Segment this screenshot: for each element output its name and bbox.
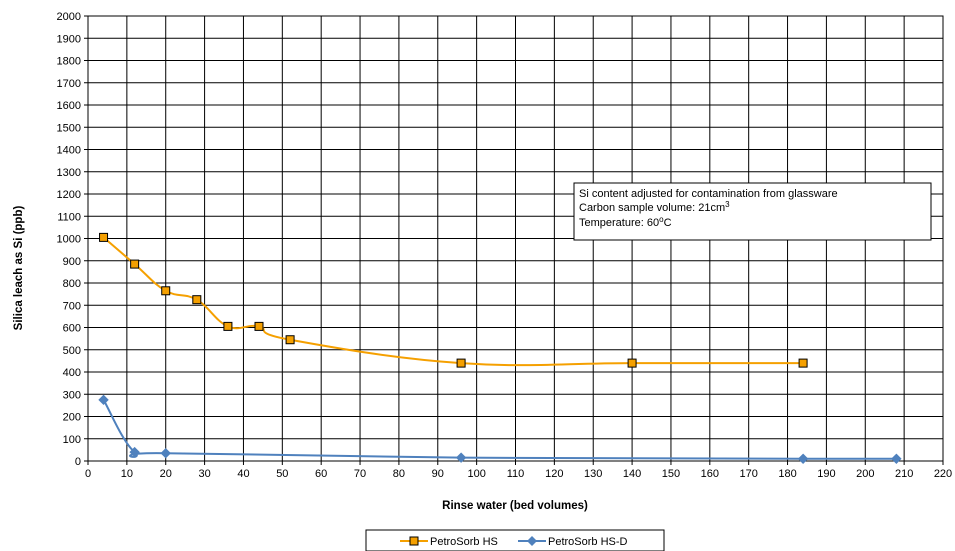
legend-label-petrosorb-hs-d: PetroSorb HS-D <box>548 536 628 548</box>
y-tick-label-200: 200 <box>63 412 81 424</box>
x-tick-label-60: 60 <box>315 468 327 480</box>
y-tick-label-0: 0 <box>75 456 81 468</box>
x-tick-label-210: 210 <box>895 468 913 480</box>
x-tick-label-120: 120 <box>545 468 563 480</box>
y-tick-label-1000: 1000 <box>57 234 81 246</box>
annotation-box: Si content adjusted for contamination fr… <box>573 182 932 241</box>
legend-marker-petrosorb-hs-d <box>527 536 537 546</box>
series-0-point-0 <box>99 232 109 242</box>
x-tick-label-40: 40 <box>237 468 249 480</box>
series-0-point-7 <box>456 358 466 368</box>
y-tick-label-1600: 1600 <box>57 100 81 112</box>
series-0-point-1 <box>130 259 140 269</box>
annotation-line-1: Si content adjusted for contamination fr… <box>579 188 838 200</box>
y-tick-label-1400: 1400 <box>57 145 81 157</box>
x-tick-label-200: 200 <box>856 468 874 480</box>
y-tick-label-700: 700 <box>63 300 81 312</box>
x-axis-title: Rinse water (bed volumes) <box>442 500 588 512</box>
legend-item-petrosorb-hs: PetroSorb HS <box>400 536 498 548</box>
x-tick-label-20: 20 <box>160 468 172 480</box>
series-0-point-3 <box>192 295 202 305</box>
y-tick-label-2000: 2000 <box>57 11 81 23</box>
legend-label-petrosorb-hs: PetroSorb HS <box>430 536 498 548</box>
x-axis: 0 10 20 30 40 50 60 70 80 90 100 110 120 130 140 150 160… <box>85 461 952 480</box>
y-tick-label-1200: 1200 <box>57 189 81 201</box>
x-tick-label-100: 100 <box>467 468 485 480</box>
y-axis: 0 100 200 300 400 500 600 700 800 900 1000 1100 1200… <box>57 11 88 468</box>
x-tick-label-190: 190 <box>817 468 835 480</box>
x-tick-label-90: 90 <box>432 468 444 480</box>
y-tick-label-1800: 1800 <box>57 56 81 68</box>
y-tick-label-1700: 1700 <box>57 78 81 90</box>
y-tick-label-100: 100 <box>63 434 81 446</box>
series-0-point-8 <box>627 358 637 368</box>
x-tick-label-0: 0 <box>85 468 91 480</box>
x-tick-label-50: 50 <box>276 468 288 480</box>
x-tick-label-160: 160 <box>701 468 719 480</box>
series-1-point-4 <box>797 453 809 464</box>
series-0-point-4 <box>223 321 233 331</box>
y-tick-label-1100: 1100 <box>57 211 81 223</box>
x-tick-label-10: 10 <box>121 468 133 480</box>
y-tick-label-300: 300 <box>63 389 81 401</box>
x-tick-label-220: 220 <box>934 468 952 480</box>
series-0-point-6 <box>285 335 295 345</box>
x-tick-label-150: 150 <box>662 468 680 480</box>
annotation-line-3: Temperature: 60oC <box>579 215 672 229</box>
series-layer <box>98 232 902 464</box>
series-1-point-3 <box>455 452 467 463</box>
series-0-point-2 <box>161 286 171 296</box>
series-0-point-5 <box>254 321 264 331</box>
x-tick-label-130: 130 <box>584 468 602 480</box>
y-tick-label-1300: 1300 <box>57 167 81 179</box>
x-tick-label-140: 140 <box>623 468 641 480</box>
series-1-point-0 <box>98 394 109 406</box>
y-axis-title: Silica leach as Si (ppb) <box>13 206 25 331</box>
x-tick-label-30: 30 <box>198 468 210 480</box>
y-tick-label-400: 400 <box>63 367 81 379</box>
series-1-point-2 <box>160 448 171 459</box>
x-tick-label-110: 110 <box>507 468 525 480</box>
annotation-line-2: Carbon sample volume: 21cm3 <box>579 200 730 214</box>
y-tick-label-1500: 1500 <box>57 122 81 134</box>
series-0-point-9 <box>798 358 808 368</box>
legend: PetroSorb HS PetroSorb HS-D <box>365 529 665 551</box>
y-tick-label-600: 600 <box>63 323 81 335</box>
x-tick-label-170: 170 <box>740 468 758 480</box>
y-tick-label-800: 800 <box>63 278 81 290</box>
x-tick-label-180: 180 <box>778 468 796 480</box>
y-tick-label-900: 900 <box>63 256 81 268</box>
series-1-point-5 <box>891 453 902 464</box>
legend-item-petrosorb-hs-d: PetroSorb HS-D <box>518 536 628 548</box>
y-tick-label-500: 500 <box>63 345 81 357</box>
x-tick-label-70: 70 <box>354 468 366 480</box>
series-1-point-1 <box>129 446 140 458</box>
legend-marker-petrosorb-hs <box>409 536 419 546</box>
x-tick-label-80: 80 <box>393 468 405 480</box>
y-tick-label-1900: 1900 <box>57 33 81 45</box>
